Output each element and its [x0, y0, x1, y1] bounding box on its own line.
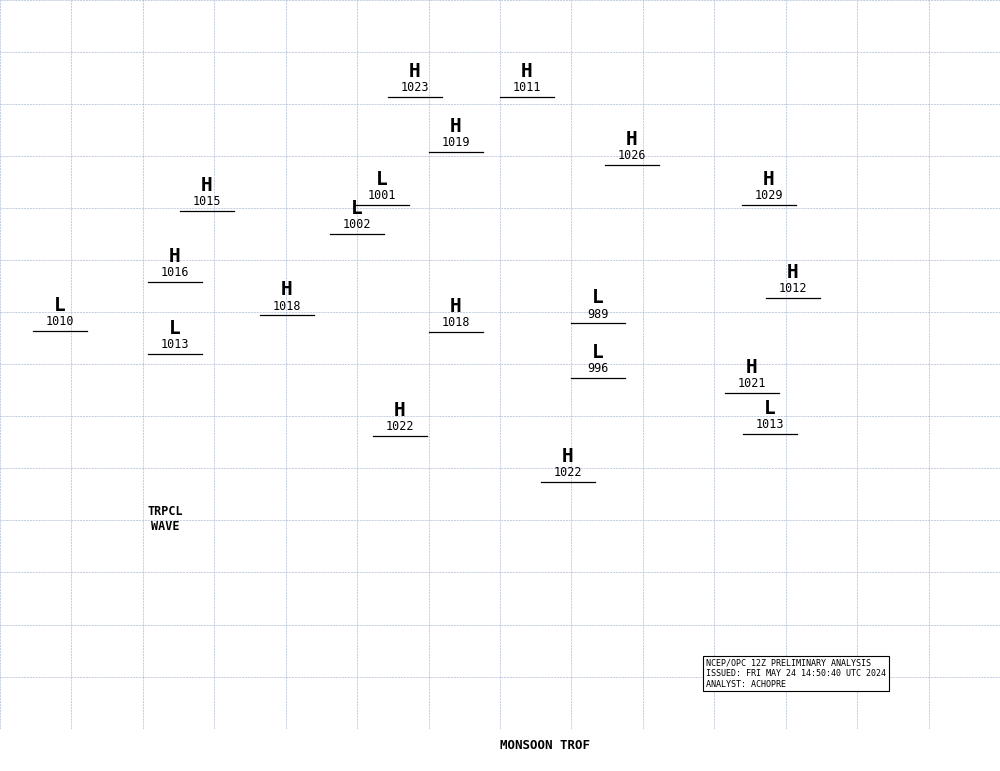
Text: H: H — [746, 358, 758, 377]
Text: 1015: 1015 — [193, 194, 221, 207]
Text: 1023: 1023 — [401, 81, 429, 94]
Text: 1019: 1019 — [442, 136, 470, 150]
Text: 1012: 1012 — [779, 282, 807, 295]
Text: 1016: 1016 — [161, 266, 189, 279]
Text: H: H — [521, 62, 533, 81]
Text: H: H — [169, 247, 181, 266]
Text: MONSOON TROF: MONSOON TROF — [500, 739, 590, 752]
Text: NCEP/OPC 12Z PRELIMINARY ANALYSIS
ISSUED: FRI MAY 24 14:50:40 UTC 2024
ANALYST: : NCEP/OPC 12Z PRELIMINARY ANALYSIS ISSUED… — [706, 658, 886, 689]
Text: L: L — [592, 288, 604, 308]
Text: H: H — [450, 117, 462, 136]
Text: 1002: 1002 — [343, 218, 371, 231]
Text: L: L — [351, 199, 363, 218]
Text: TRPCL
WAVE: TRPCL WAVE — [147, 506, 183, 534]
Text: 996: 996 — [587, 362, 609, 375]
Text: H: H — [281, 281, 293, 299]
Text: L: L — [376, 170, 388, 189]
Text: 1018: 1018 — [273, 299, 301, 312]
Text: 1022: 1022 — [554, 466, 582, 479]
Text: 1029: 1029 — [755, 190, 783, 203]
Text: H: H — [763, 170, 775, 190]
Text: L: L — [169, 319, 181, 338]
Text: 1013: 1013 — [161, 338, 189, 351]
Text: 1021: 1021 — [738, 377, 766, 390]
Text: L: L — [54, 296, 66, 315]
Text: H: H — [394, 402, 406, 420]
Text: 1018: 1018 — [442, 316, 470, 329]
Text: H: H — [450, 298, 462, 316]
Text: 1001: 1001 — [368, 189, 396, 202]
Text: H: H — [562, 446, 574, 466]
Text: 1011: 1011 — [513, 81, 541, 94]
Text: H: H — [626, 130, 638, 150]
Text: 1013: 1013 — [756, 418, 784, 430]
Text: H: H — [201, 176, 213, 194]
Text: L: L — [764, 399, 776, 418]
Text: 1010: 1010 — [46, 315, 74, 328]
Text: 1022: 1022 — [386, 420, 414, 433]
Text: H: H — [787, 263, 799, 282]
Text: H: H — [409, 62, 421, 81]
Text: 989: 989 — [587, 308, 609, 321]
Text: 1026: 1026 — [618, 150, 646, 163]
Text: L: L — [592, 343, 604, 362]
